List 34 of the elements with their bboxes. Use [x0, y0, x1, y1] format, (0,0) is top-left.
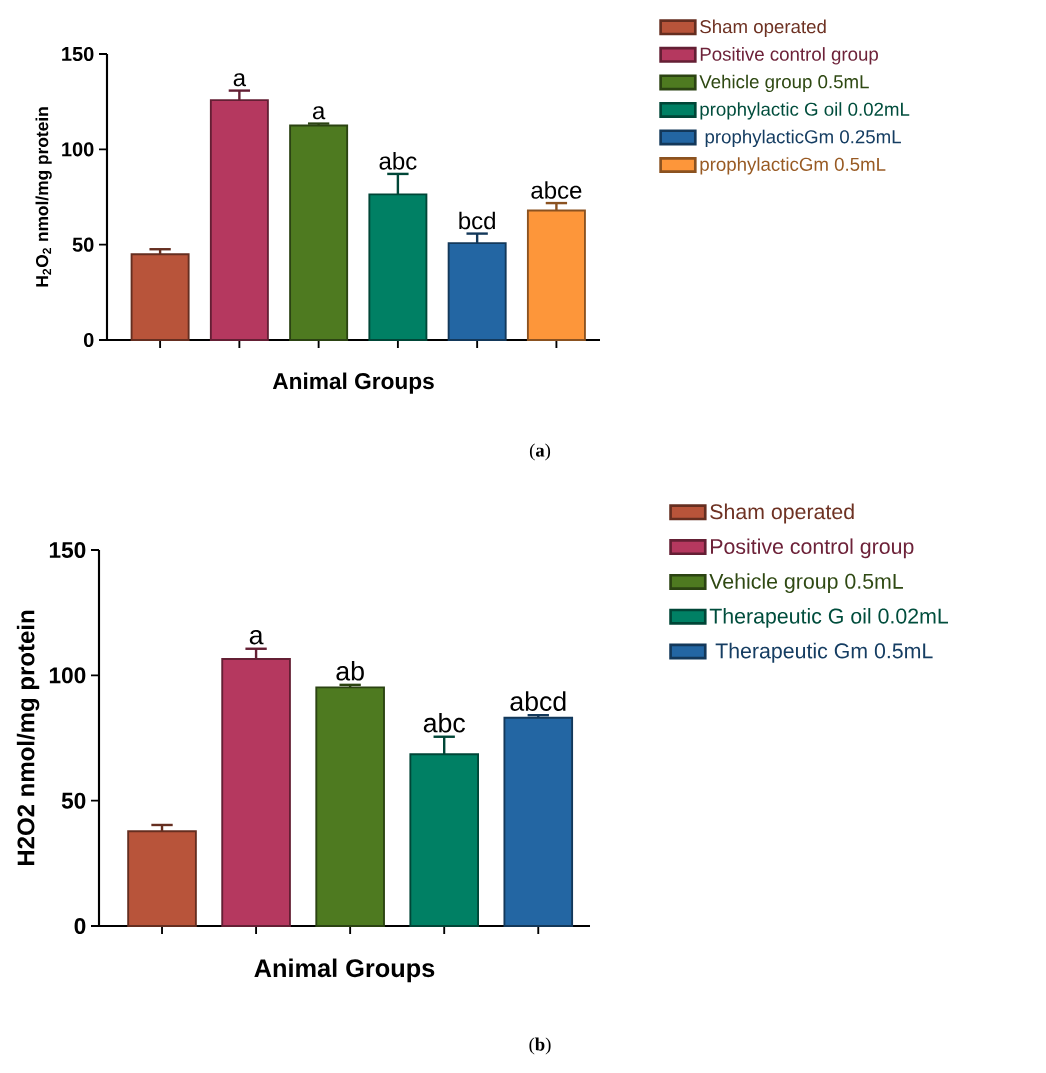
- legend-label: Therapeutic G oil 0.02mL: [709, 607, 949, 628]
- y-axis-title: H$_{2}$O$_{2}$ nmol/mg protein: [35, 107, 52, 287]
- x-axis-title: Animal Groups: [254, 958, 435, 983]
- legend-label: Positive control group: [700, 47, 878, 65]
- data-label: ab: [336, 661, 364, 681]
- legend-label: prophylacticGm 0.5mL: [700, 157, 886, 175]
- y-tick-label: 100: [62, 142, 94, 157]
- data-label: a: [312, 106, 326, 120]
- y-tick-label: 100: [49, 667, 86, 684]
- data-label: a: [249, 629, 264, 645]
- y-tick-label: 50: [72, 237, 94, 252]
- data-label: a: [233, 73, 247, 87]
- legend-label: Therapeutic Gm 0.5mL: [715, 642, 933, 663]
- x-axis-title: Animal Groups: [272, 372, 434, 394]
- data-label: abce: [531, 181, 582, 199]
- data-label: bcd: [459, 211, 495, 230]
- legend-label: prophylactic G oil 0.02mL: [700, 102, 910, 120]
- legend-label: Positive control group: [711, 538, 914, 559]
- text: (b): [529, 1037, 551, 1055]
- y-tick-label: 0: [74, 917, 86, 935]
- legend-label: Sham operated: [700, 19, 826, 37]
- y-tick-label: 150: [49, 541, 86, 559]
- y-tick-label: 50: [61, 792, 86, 809]
- text: (a): [529, 443, 551, 461]
- data-label: abc: [379, 152, 417, 170]
- legend-label: Sham operated: [710, 503, 854, 524]
- legend-label: Vehicle group 0.5mL: [709, 573, 903, 594]
- data-label: abc: [423, 712, 465, 733]
- legend-label: Vehicle group 0.5mL: [699, 74, 869, 93]
- legend-label: prophylacticGm 0.25mL: [705, 129, 901, 148]
- data-label: abcd: [510, 691, 566, 711]
- y-tick-label: 150: [62, 46, 94, 62]
- y-tick-label: 0: [83, 332, 94, 348]
- y-axis-title: H2O2 nmol/mg protein: [16, 610, 40, 866]
